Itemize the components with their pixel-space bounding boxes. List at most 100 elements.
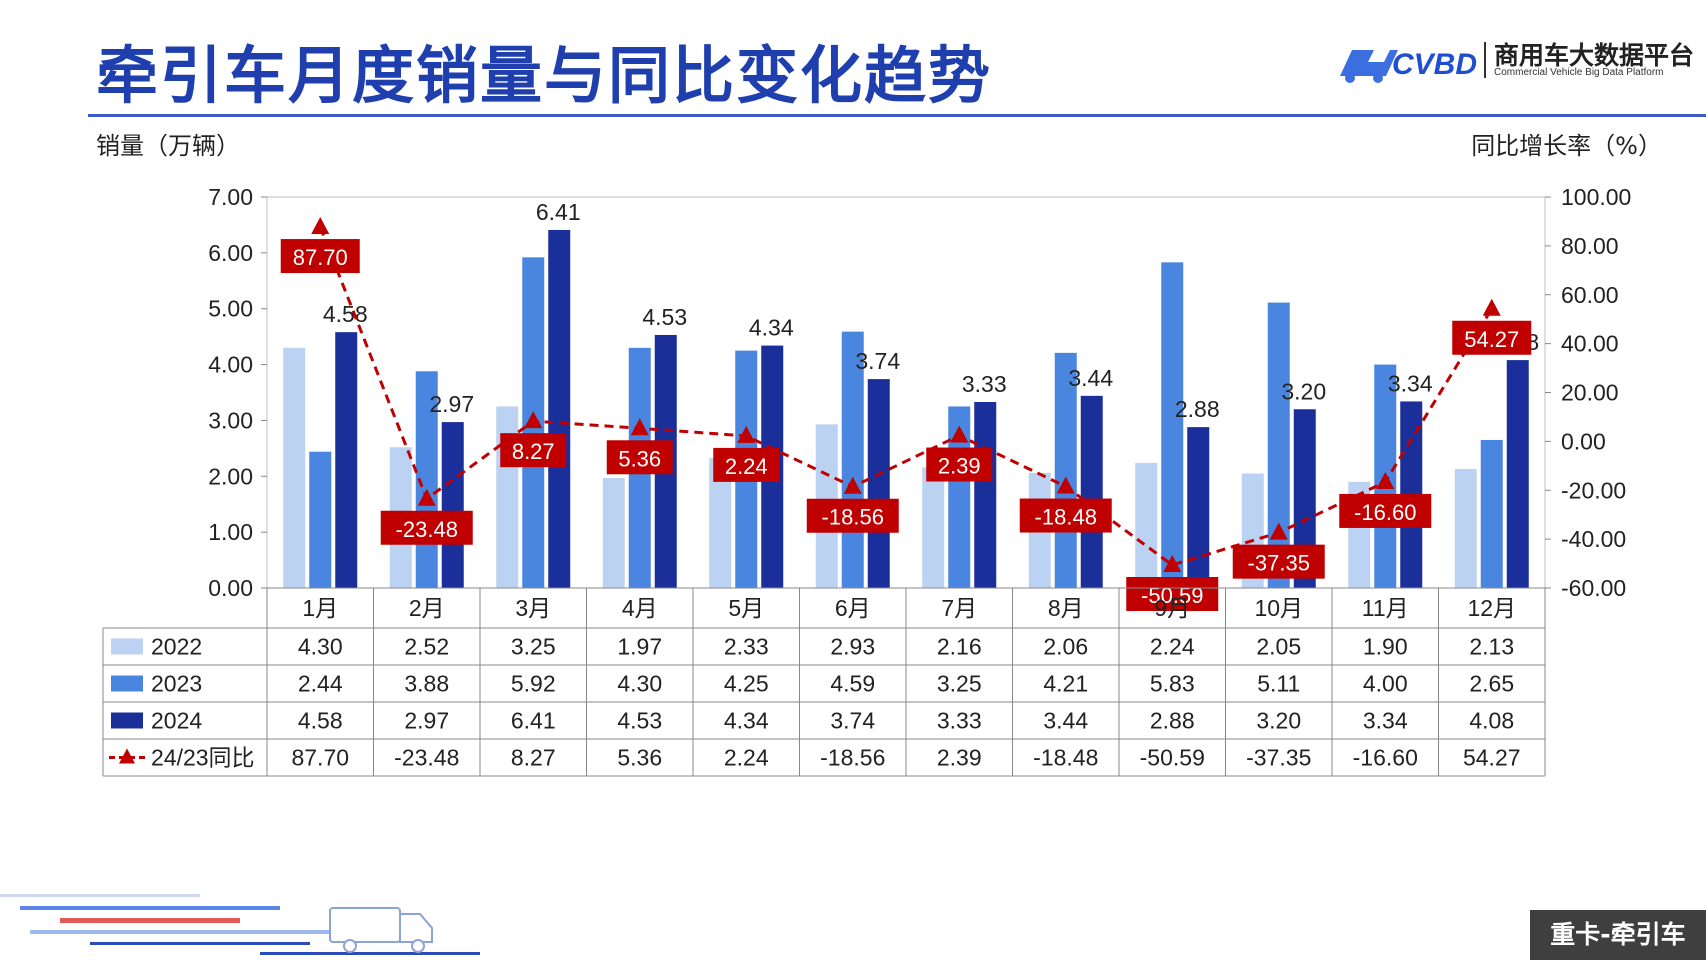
table-cell: 8.27 xyxy=(511,745,556,771)
yoy-label-box xyxy=(380,510,473,545)
table-cell: 4.21 xyxy=(1043,671,1088,697)
yoy-marker xyxy=(1056,476,1075,494)
table-header-cell: 7月 xyxy=(941,595,977,621)
left-axis-title: 销量（万辆） xyxy=(96,132,240,160)
yoy-label-box xyxy=(500,433,567,468)
table-cell: 5.92 xyxy=(511,671,556,697)
table-header-cell: 2月 xyxy=(409,595,445,621)
left-tick-label: 2.00 xyxy=(208,463,253,489)
title-divider xyxy=(88,114,1706,117)
yoy-marker xyxy=(417,488,436,506)
legend-swatch-2023 xyxy=(111,675,143,692)
table-cell: 4.58 xyxy=(298,708,343,734)
yoy-marker xyxy=(843,476,862,494)
table-cell: -50.59 xyxy=(1140,745,1205,771)
right-tick-label: 60.00 xyxy=(1561,282,1619,308)
bar-2023 xyxy=(1267,302,1290,588)
table-cell: -18.56 xyxy=(820,745,885,771)
yoy-label: 5.36 xyxy=(618,446,661,471)
table-cell: 87.70 xyxy=(291,745,349,771)
left-tick-label: 3.00 xyxy=(208,407,253,433)
yoy-marker xyxy=(950,425,969,443)
yoy-label: 2.39 xyxy=(938,454,981,479)
table-cell: 2.93 xyxy=(830,634,875,660)
table-cell: 4.30 xyxy=(617,671,662,697)
left-tick-label: 0.00 xyxy=(208,575,253,601)
table-row-label: 2024 xyxy=(151,708,202,734)
right-tick-label: -60.00 xyxy=(1561,575,1626,601)
right-tick-label: 20.00 xyxy=(1561,380,1619,406)
left-tick-label: 5.00 xyxy=(208,296,253,322)
yoy-line xyxy=(318,226,1494,567)
bar-label-2024: 3.33 xyxy=(962,371,1007,397)
yoy-label: -18.48 xyxy=(1035,505,1097,530)
table-header-cell: 9月 xyxy=(1154,595,1190,621)
table-cell: -23.48 xyxy=(394,745,459,771)
yoy-label-box xyxy=(806,498,899,533)
yoy-label: 87.70 xyxy=(293,245,348,270)
table-cell: 2.16 xyxy=(937,634,982,660)
yoy-label: 8.27 xyxy=(512,439,555,464)
table-cell: 2.24 xyxy=(724,745,769,771)
table-cell: 3.44 xyxy=(1043,708,1088,734)
table-row-label: 24/23同比 xyxy=(151,745,255,771)
bar-2022 xyxy=(922,467,945,588)
yoy-label-box xyxy=(1126,577,1219,612)
left-tick-label: 6.00 xyxy=(208,240,253,266)
yoy-label: -23.48 xyxy=(396,517,458,542)
table-cell: 54.27 xyxy=(1463,745,1521,771)
table-cell: 3.88 xyxy=(404,671,449,697)
table-cell: 2.52 xyxy=(404,634,449,660)
bar-label-2024: 2.88 xyxy=(1175,396,1220,422)
bar-2023 xyxy=(309,451,332,588)
yoy-marker xyxy=(311,217,330,235)
bar-2023 xyxy=(1161,262,1184,588)
table-header-cell: 3月 xyxy=(515,595,551,621)
right-tick-label: 100.00 xyxy=(1561,184,1631,210)
yoy-label-box xyxy=(926,447,993,482)
yoy-marker xyxy=(737,425,756,443)
yoy-label-box xyxy=(713,447,780,482)
table-header-cell: 12月 xyxy=(1467,595,1516,621)
table-header-cell: 6月 xyxy=(835,595,871,621)
bar-label-2024: 6.41 xyxy=(536,199,581,225)
category-tag: 重卡-牵引车 xyxy=(1530,910,1706,960)
bar-2024 xyxy=(441,422,464,588)
table-header-cell: 1月 xyxy=(302,595,338,621)
bar-label-2024: 3.20 xyxy=(1281,378,1326,404)
table-cell: 3.34 xyxy=(1363,708,1408,734)
table-cell: 1.97 xyxy=(617,634,662,660)
brand-subtitle: Commercial Vehicle Big Data Platform xyxy=(1494,67,1664,78)
right-tick-label: 80.00 xyxy=(1561,233,1619,259)
yoy-marker xyxy=(1376,471,1395,489)
bar-2022 xyxy=(283,347,306,588)
table-cell: 3.20 xyxy=(1256,708,1301,734)
yoy-label-box xyxy=(1232,544,1325,579)
left-tick-label: 1.00 xyxy=(208,519,253,545)
table-cell: 2.33 xyxy=(724,634,769,660)
bar-2024 xyxy=(867,379,890,588)
yoy-label-box xyxy=(280,239,360,274)
table-cell: 5.83 xyxy=(1150,671,1195,697)
page-title: 牵引车月度销量与同比变化趋势 xyxy=(96,39,993,112)
table-header-cell: 8月 xyxy=(1048,595,1084,621)
table-cell: 1.90 xyxy=(1363,634,1408,660)
yoy-label-box xyxy=(606,440,673,475)
bar-2024 xyxy=(335,332,358,588)
table-cell: -18.48 xyxy=(1033,745,1098,771)
bar-label-2024: 2.97 xyxy=(429,391,474,417)
table-cell: 2.88 xyxy=(1150,708,1195,734)
table-cell: 2.24 xyxy=(1150,634,1195,660)
yoy-label: 2.24 xyxy=(725,454,768,479)
table-header-cell: 4月 xyxy=(622,595,658,621)
right-tick-label: 0.00 xyxy=(1561,428,1606,454)
table-cell: 2.06 xyxy=(1043,634,1088,660)
table-cell: 2.39 xyxy=(937,745,982,771)
table-header-cell: 5月 xyxy=(728,595,764,621)
table-cell: -37.35 xyxy=(1246,745,1311,771)
legend-swatch-2022 xyxy=(111,638,143,655)
bar-2024 xyxy=(1080,395,1103,588)
right-axis-title: 同比增长率（%） xyxy=(1471,132,1662,160)
left-tick-label: 4.00 xyxy=(208,352,253,378)
yoy-label: 54.27 xyxy=(1464,327,1519,352)
